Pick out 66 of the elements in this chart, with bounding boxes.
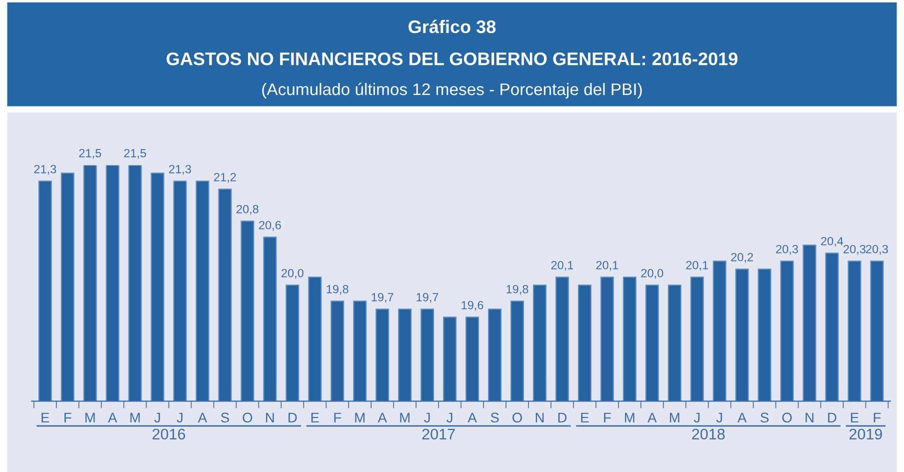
x-tick-label: M <box>625 412 634 422</box>
x-tick-label: M <box>400 412 410 422</box>
x-tick-label: A <box>378 412 387 422</box>
x-tick-label: E <box>42 412 50 422</box>
data-label: 20,3 <box>866 244 888 255</box>
data-label: 20,3 <box>844 244 866 255</box>
data-label: 19,6 <box>462 300 484 311</box>
data-label: 21,5 <box>79 148 102 159</box>
x-tick-label: M <box>130 412 140 422</box>
data-label: 19,7 <box>372 292 394 303</box>
x-tick-label: D <box>288 412 297 422</box>
data-label: 21,3 <box>169 164 191 175</box>
data-label: 20,2 <box>731 252 753 263</box>
x-tick-label: J <box>446 412 452 423</box>
x-tick-label: J <box>694 412 700 423</box>
x-tick-label: J <box>154 412 160 423</box>
data-label: 20,0 <box>641 268 664 279</box>
data-label: 21,5 <box>124 148 146 159</box>
x-tick-label: E <box>581 412 589 422</box>
x-tick-label: O <box>512 412 522 423</box>
chart-subtitle: (Acumulado últimos 12 meses - Porcentaje del PBI) <box>262 82 642 98</box>
x-tick-label: J <box>176 412 182 423</box>
data-label: 20,6 <box>259 220 281 231</box>
data-label: 19,8 <box>506 284 528 295</box>
x-tick-label: S <box>220 412 229 423</box>
x-tick-label: E <box>850 412 859 422</box>
x-tick-label: M <box>85 412 95 422</box>
text: 2018 <box>692 428 725 440</box>
x-tick-label: S <box>760 412 769 423</box>
x-tick-label: A <box>737 412 747 422</box>
x-tick-label: F <box>64 412 72 422</box>
data-label: 21,3 <box>34 164 56 175</box>
chart-title: Gráfico 38 GASTOS NO FINANCIEROS DEL GOBIERNO GENERAL: 2016-2019 <box>166 20 738 66</box>
data-label: 20,1 <box>551 260 574 271</box>
x-tick-label: O <box>782 412 792 423</box>
x-tick-label: F <box>604 412 611 422</box>
x-tick-label: J <box>716 412 722 423</box>
data-label: 20,0 <box>282 268 304 279</box>
data-label: 19,7 <box>416 292 438 303</box>
x-tick-label: N <box>266 412 274 422</box>
x-tick-label: M <box>355 412 365 422</box>
x-tick-label: A <box>108 412 118 422</box>
data-label: 20,8 <box>236 204 258 215</box>
x-tick-label: F <box>874 412 881 422</box>
x-tick-label: A <box>468 412 477 422</box>
data-label: 20,1 <box>596 260 618 271</box>
data-label: 20,1 <box>686 260 708 271</box>
x-tick-label: F <box>334 412 342 422</box>
data-label: 20,4 <box>821 236 844 247</box>
x-tick-label: O <box>242 412 252 423</box>
x-tick-label: N <box>536 412 544 422</box>
x-tick-label: S <box>490 412 499 423</box>
x-tick-label: A <box>648 412 657 422</box>
text: 2017 <box>422 428 455 440</box>
x-tick-label: E <box>311 412 319 422</box>
data-label: 21,2 <box>214 172 236 183</box>
x-tick-label: J <box>424 412 430 423</box>
x-tick-label: A <box>198 412 208 422</box>
text: 2019 <box>849 428 882 440</box>
data-label: 20,3 <box>776 244 798 255</box>
x-tick-label: M <box>670 412 680 422</box>
x-tick-label: N <box>806 412 814 422</box>
x-tick-label: D <box>828 412 836 422</box>
text: 2016 <box>152 428 186 440</box>
x-tick-label: D <box>558 412 567 422</box>
data-label: 19,8 <box>326 284 348 295</box>
